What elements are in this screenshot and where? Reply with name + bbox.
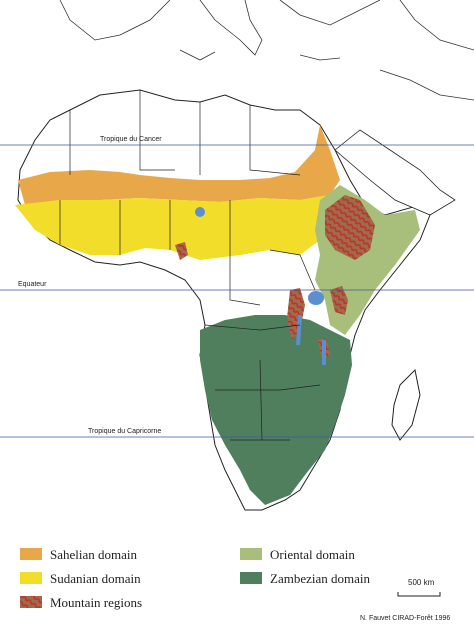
lake-chad — [195, 207, 205, 217]
equator-label: Equateur — [18, 281, 47, 288]
map-credit: N. Fauvet CIRAD-Forêt 1996 — [360, 615, 450, 622]
lake-victoria — [308, 291, 324, 305]
country-borders — [59, 90, 321, 441]
legend-label-oriental: Oriental domain — [270, 547, 355, 562]
legend-label-zambezian: Zambezian domain — [270, 571, 370, 586]
legend-swatch-sudanian — [20, 572, 42, 584]
legend-label-sudanian: Sudanian domain — [50, 571, 141, 586]
legend-swatch-mountain — [20, 596, 42, 608]
legend-label-sahelian: Sahelian domain — [50, 547, 138, 562]
sahelian-domain — [18, 125, 340, 205]
lake-tanganyika — [296, 315, 302, 345]
europe-outline — [59, 0, 474, 101]
legend: Sahelian domain Sudanian domain Mountain… — [20, 547, 370, 610]
lake-malawi — [322, 340, 326, 365]
legend-swatch-sahelian — [20, 548, 42, 560]
scale-label: 500 km — [408, 578, 435, 587]
madagascar — [391, 368, 421, 441]
legend-label-mountain: Mountain regions — [50, 595, 142, 610]
tropic-of-capricorn-label: Tropique du Capricorne — [88, 428, 161, 435]
legend-swatch-zambezian — [240, 572, 262, 584]
legend-swatch-oriental — [240, 548, 262, 560]
scale-bar: 500 km — [397, 578, 441, 597]
mountain-cameroon — [175, 242, 188, 260]
mountain-ethiopia — [325, 195, 375, 260]
arabia-outline — [334, 129, 456, 216]
mountain-kenya — [330, 286, 348, 315]
zambezian-domain — [200, 315, 352, 505]
sudanian-domain — [15, 195, 335, 260]
lakes — [195, 207, 326, 365]
tropic-of-cancer-label: Tropique du Cancer — [100, 136, 162, 143]
